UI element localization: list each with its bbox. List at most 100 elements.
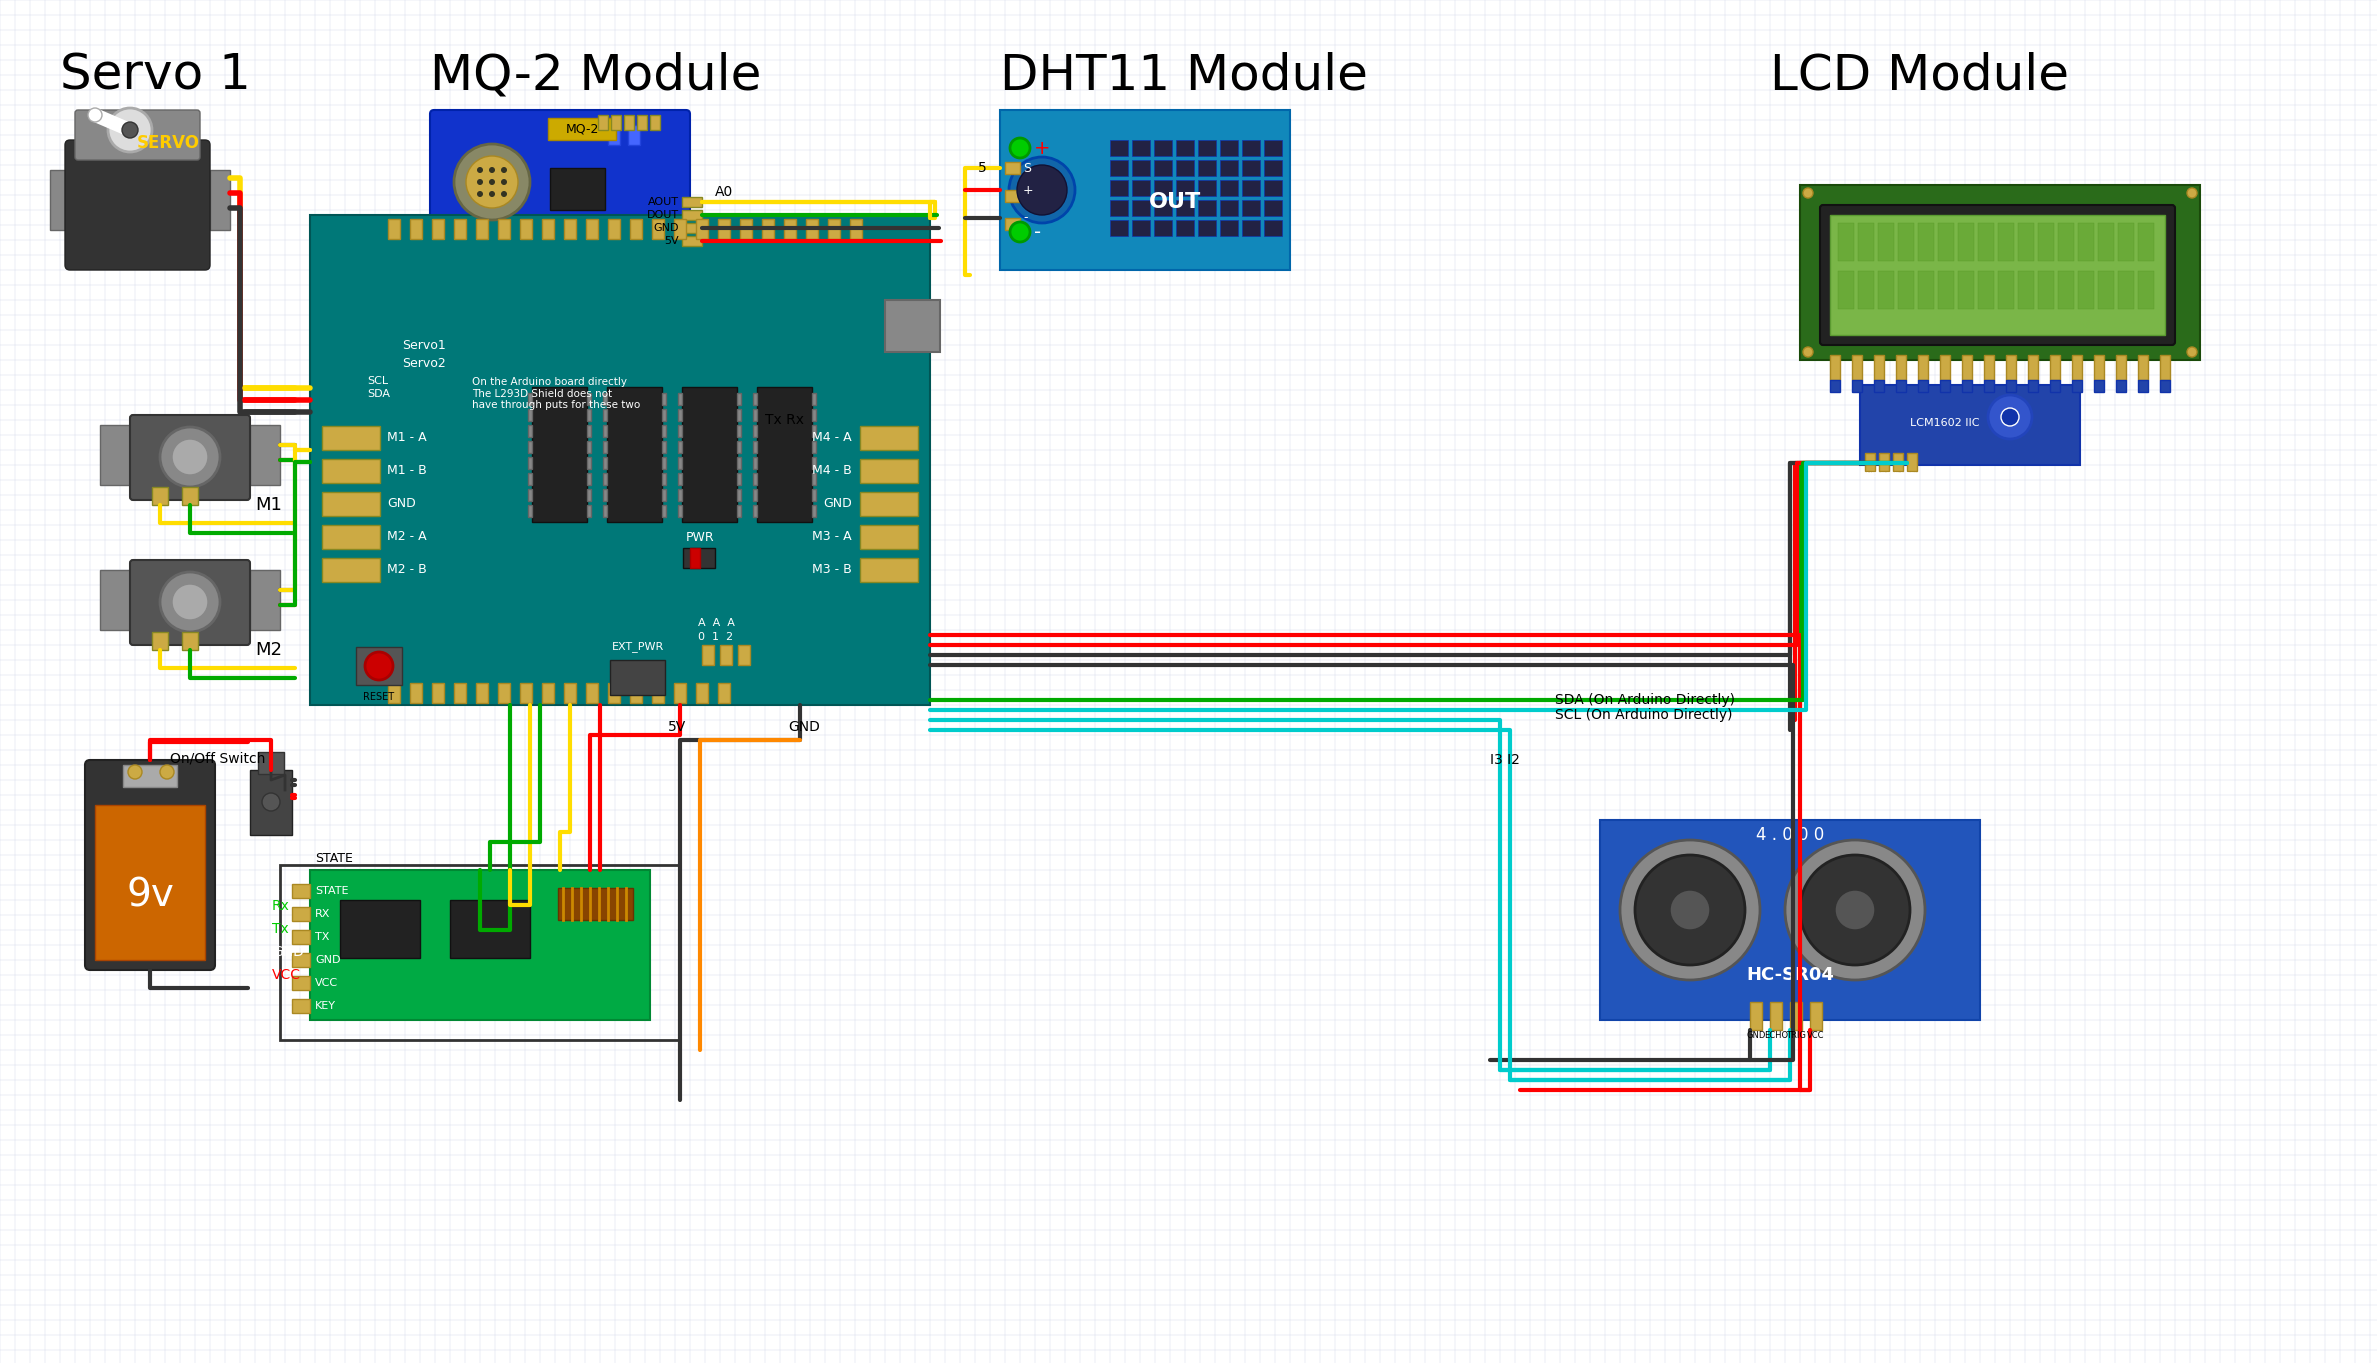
Bar (682, 548, 715, 568)
Text: GND: GND (387, 496, 416, 510)
Bar (587, 442, 592, 453)
Text: DHT11 Module: DHT11 Module (1001, 50, 1367, 99)
Bar (1918, 224, 1935, 260)
Text: 5: 5 (977, 161, 986, 174)
Bar (682, 236, 701, 245)
Bar (737, 457, 742, 469)
Circle shape (107, 108, 152, 153)
Bar (1131, 180, 1150, 196)
Bar (50, 170, 69, 230)
Bar (1198, 159, 1217, 176)
Circle shape (2001, 408, 2018, 427)
Bar (851, 219, 863, 239)
Circle shape (1835, 890, 1875, 930)
Bar (409, 683, 423, 703)
Circle shape (1017, 165, 1067, 215)
Bar (2073, 380, 2082, 393)
Bar (1198, 140, 1217, 155)
Bar (737, 473, 742, 485)
Bar (718, 219, 730, 239)
Bar (2094, 354, 2104, 380)
Text: HC-SR04: HC-SR04 (1747, 966, 1835, 984)
Text: AOUT: AOUT (649, 198, 680, 207)
Bar (677, 425, 682, 438)
Text: PWR: PWR (685, 530, 715, 544)
Bar (1153, 180, 1172, 196)
Bar (677, 473, 682, 485)
Text: STATE: STATE (316, 852, 352, 864)
Bar (677, 457, 682, 469)
Bar (2137, 354, 2149, 380)
Bar (95, 806, 204, 960)
Bar (528, 393, 532, 405)
Bar (321, 557, 380, 582)
Bar (100, 570, 131, 630)
Bar (521, 683, 532, 703)
Text: S: S (1022, 161, 1032, 174)
Bar (630, 683, 642, 703)
Circle shape (171, 439, 209, 474)
Text: Tx Rx: Tx Rx (765, 413, 803, 427)
Bar (813, 473, 815, 485)
Bar (599, 114, 609, 129)
Circle shape (1008, 157, 1074, 224)
Bar (1177, 219, 1193, 236)
Bar (813, 489, 815, 502)
Circle shape (1804, 348, 1814, 357)
Bar (587, 473, 592, 485)
Bar (663, 393, 666, 405)
Circle shape (171, 583, 209, 620)
Text: TX: TX (316, 932, 330, 942)
Text: M4 - A: M4 - A (813, 431, 851, 443)
Bar (1892, 453, 1904, 472)
Bar (1600, 821, 1980, 1020)
Bar (2161, 380, 2170, 393)
Bar (2073, 354, 2082, 380)
Bar (292, 999, 309, 1013)
Bar (292, 976, 309, 990)
Bar (754, 425, 756, 438)
Bar (1265, 159, 1281, 176)
Bar (183, 487, 197, 506)
Bar (737, 393, 742, 405)
Bar (2118, 271, 2135, 309)
Bar (1852, 354, 1861, 380)
Bar (1859, 271, 1873, 309)
Bar (625, 114, 635, 129)
Bar (689, 548, 699, 568)
Bar (587, 219, 599, 239)
Bar (1918, 271, 1935, 309)
Bar (696, 219, 708, 239)
Bar (409, 219, 423, 239)
Bar (499, 683, 511, 703)
Bar (528, 473, 532, 485)
Text: +: + (1034, 139, 1051, 158)
Bar (542, 683, 554, 703)
Bar (454, 683, 466, 703)
Text: GND: GND (822, 496, 851, 510)
Bar (754, 442, 756, 453)
Text: VCC: VCC (1878, 472, 1892, 478)
Bar (340, 900, 421, 958)
Bar (628, 125, 639, 144)
Bar (682, 387, 737, 522)
Circle shape (159, 572, 221, 632)
Bar (1243, 159, 1260, 176)
Bar (1177, 159, 1193, 176)
Bar (2018, 271, 2035, 309)
Bar (604, 457, 606, 469)
Bar (387, 219, 399, 239)
Bar (813, 442, 815, 453)
Bar (1830, 380, 1840, 393)
Bar (604, 506, 606, 517)
Bar (663, 489, 666, 502)
Bar (2077, 224, 2094, 260)
FancyBboxPatch shape (131, 560, 250, 645)
Bar (1978, 224, 1994, 260)
Bar (250, 770, 292, 836)
Text: M2 - B: M2 - B (387, 563, 428, 575)
Circle shape (502, 168, 506, 173)
Text: GND: GND (789, 720, 820, 735)
Bar (152, 632, 169, 650)
FancyBboxPatch shape (64, 140, 209, 270)
